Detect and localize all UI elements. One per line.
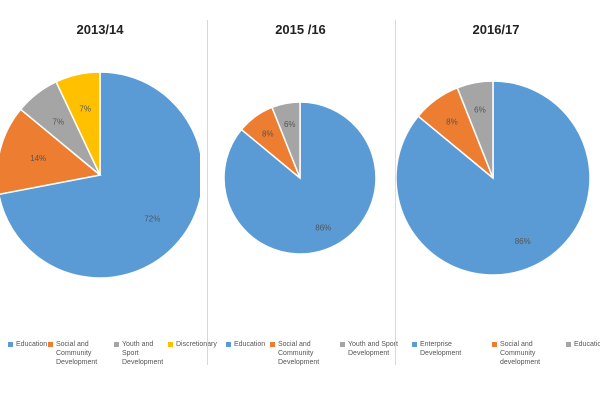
- legend-swatch: [340, 342, 345, 347]
- slice-label-discretionary: 7%: [79, 105, 91, 114]
- panel-divider-2: [395, 20, 396, 365]
- legend-swatch: [566, 342, 571, 347]
- legend-item-discretionary: Discretionary: [168, 340, 217, 349]
- slice-label-social-and-community-development: 8%: [262, 130, 274, 139]
- legend-swatch: [226, 342, 231, 347]
- legend-swatch: [48, 342, 53, 347]
- pie-slice-social-and-community-development: [0, 108, 102, 195]
- legend-item-education: Education: [566, 340, 600, 349]
- pie-slice-education: [456, 80, 494, 179]
- slice-label-youth-and-sport-development: 6%: [284, 120, 296, 129]
- legend-item-youth-and-sport-development: Youth and Sport Development: [114, 340, 169, 367]
- legend-item-youth-and-sport-development: Youth and Sport Development: [340, 340, 398, 358]
- legend-label: Education: [234, 341, 266, 348]
- legend-label: Enterprise Development: [420, 341, 462, 357]
- legend-item-education: Education: [8, 340, 48, 349]
- slice-label-education: 72%: [144, 214, 160, 223]
- legend-item-enterprise-development: Enterprise Development: [412, 340, 487, 358]
- slice-label-enterprise-development: 86%: [515, 237, 531, 246]
- pie-chart-2: 86% 8% 6%: [223, 101, 377, 255]
- chart-title-2: 2015 /16: [275, 22, 326, 37]
- legend-label: Education: [16, 341, 48, 348]
- chart-panel-2: 2015 /16 86% 8% 6% Education Social and Com…: [208, 0, 398, 380]
- slice-label-social-and-community-development: 14%: [30, 154, 46, 163]
- legend-item-education: Education: [226, 340, 268, 349]
- legend-label: Social and Community Development: [278, 341, 320, 366]
- pie-chart-1: 72% 14% 7% 7%: [0, 71, 200, 279]
- legend-item-social-and-community-development: Social and Community Development: [48, 340, 118, 367]
- legend-label: Education: [574, 341, 600, 348]
- slice-label-education: 6%: [474, 105, 486, 114]
- legend-swatch: [492, 342, 497, 347]
- legend-item-social-and-community-development: Social and Community Development: [270, 340, 342, 367]
- legend-swatch: [412, 342, 417, 347]
- chart-panel-3: 2016/17 86% 8% 6% Enterprise Development So…: [396, 0, 600, 380]
- slice-label-social-and-community-development: 8%: [446, 117, 458, 126]
- legend-swatch: [114, 342, 119, 347]
- legend-label: Social and Community development: [500, 341, 541, 366]
- legend-swatch: [8, 342, 13, 347]
- chart-panel-1: 2013/14 72% 14% 7% 7% Education Social and C…: [0, 0, 217, 380]
- slice-label-youth-and-sport-development: 7%: [53, 117, 65, 126]
- legend-label: Social and Community Development: [56, 341, 98, 366]
- legend-swatch: [270, 342, 275, 347]
- chart-title-3: 2016/17: [472, 22, 520, 37]
- legend-swatch: [168, 342, 173, 347]
- legend-label: Discretionary: [176, 341, 217, 348]
- legend-label: Youth and Sport Development: [122, 341, 164, 366]
- panel-divider-1: [207, 20, 208, 365]
- legend-label: Youth and Sport Development: [348, 341, 398, 357]
- pie-chart-3: 86% 8% 6%: [396, 80, 591, 276]
- slice-label-education: 86%: [315, 224, 331, 233]
- pie-slice-discretionary: [55, 71, 101, 176]
- chart-title-1: 2013/14: [76, 22, 124, 37]
- legend-item-social-and-community-development: Social and Community development: [492, 340, 567, 367]
- pie-slice-youth-and-sport-development: [271, 101, 301, 179]
